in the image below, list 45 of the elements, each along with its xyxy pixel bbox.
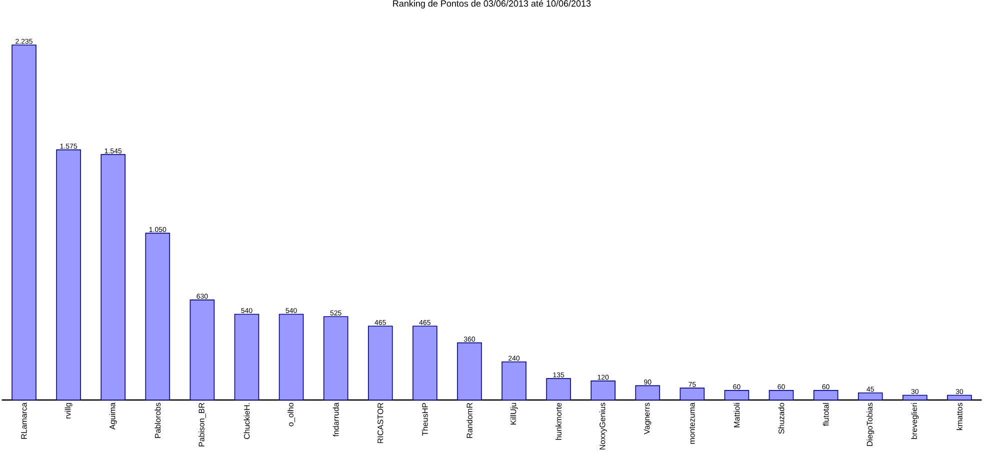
bar (724, 390, 750, 400)
bar (457, 342, 482, 400)
bar (234, 314, 260, 400)
x-tick-label: RandomR (466, 402, 472, 438)
x-tick-label: Mattioli (734, 403, 740, 428)
bar (190, 300, 215, 400)
x-tick-label: montezuma (690, 402, 695, 444)
x-tick-label: Pabison_BR (198, 402, 206, 446)
x-tick-label: Vagnerrs (644, 402, 652, 434)
bar (502, 361, 526, 400)
bar (100, 154, 126, 400)
x-tick-label: RICASTOR (378, 402, 384, 444)
bar (902, 394, 928, 400)
x-tick-label: NoxxyGenius (599, 402, 607, 450)
bar (813, 390, 838, 400)
x-tick-label: breveglieri (911, 403, 919, 439)
x-tick-label: TheusHP (422, 402, 428, 436)
x-tick-label: RLamarca (21, 402, 27, 439)
bar (768, 390, 794, 400)
x-tick-label: KillUju (510, 403, 518, 425)
x-tick-label: ChuckieH. (244, 403, 250, 440)
x-tick-label: Shuzado (778, 402, 784, 434)
x-tick-label: o_olho (288, 402, 295, 426)
bar (412, 326, 438, 400)
x-tick-label: kmattos (956, 402, 962, 430)
bar (858, 392, 883, 400)
bar (947, 394, 972, 400)
bar (323, 316, 348, 400)
x-tick-label: flutotal (822, 403, 829, 426)
x-tick-label: Aguima (109, 402, 117, 430)
x-tick-label: rvillg (64, 403, 72, 418)
bar (145, 232, 170, 400)
x-tick-label: hunkmorte (556, 402, 562, 440)
bar (12, 44, 36, 400)
bar (546, 378, 571, 400)
bar (368, 326, 393, 400)
chart-title: Ranking de Pontos de 03/06/2013 até 10/06/2013 (393, 0, 591, 8)
x-tick-label: DiegoTobias (866, 402, 874, 446)
x-tick-label: Pablorobs (154, 402, 161, 438)
bar (56, 149, 81, 400)
bar (680, 388, 705, 400)
x-tick-label: fndarruda (332, 402, 339, 437)
bar (635, 385, 660, 400)
bar (278, 314, 304, 400)
bar (590, 380, 616, 400)
